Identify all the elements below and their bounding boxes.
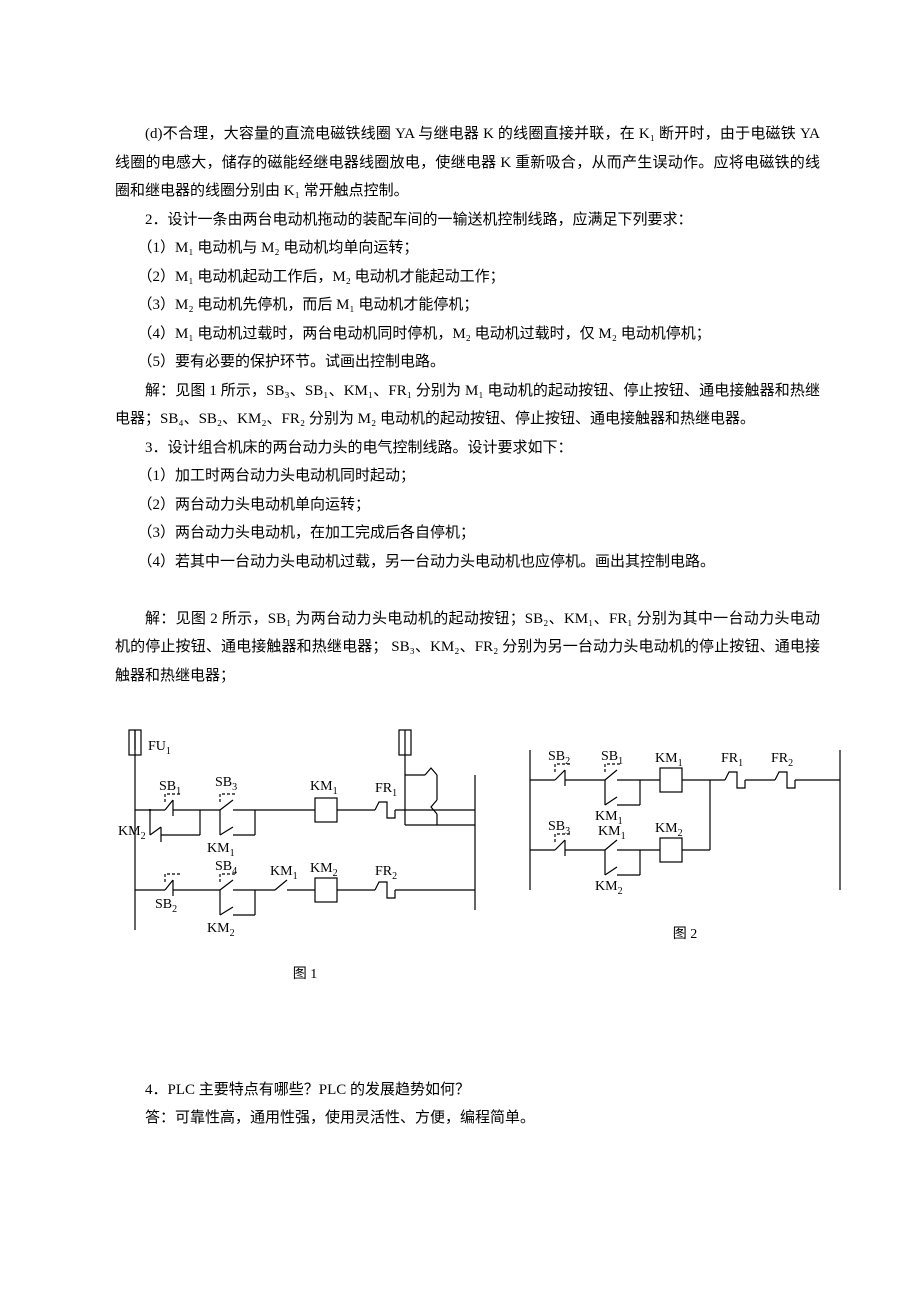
- svg-text:FU1: FU1: [148, 739, 171, 757]
- figures-row: FU1 SB1 SB3: [115, 720, 820, 989]
- figure-2: SB2 SB1 KM1 FR1 FR2 KM1: [515, 720, 855, 949]
- q3-3: （3）两台动力头电动机，在加工完成后各自停机；: [115, 519, 820, 548]
- svg-text:FR2: FR2: [771, 751, 793, 769]
- figure-2-caption: 图 2: [673, 922, 698, 949]
- q2-2: （2）M₁ 电动机起动工作后，M₂ 电动机才能起动工作；: [115, 263, 820, 292]
- fig1-fu1: FU: [148, 739, 166, 754]
- svg-text:SB3: SB3: [215, 775, 237, 793]
- figure-2-svg: SB2 SB1 KM1 FR1 FR2 KM1: [515, 720, 855, 910]
- svg-text:KM1: KM1: [310, 779, 338, 797]
- figure-1-svg: FU1 SB1 SB3: [115, 720, 495, 950]
- q2-4: （4）M₁ 电动机过载时，两台电动机同时停机，M₂ 电动机过载时，仅 M₂ 电动…: [115, 320, 820, 349]
- para-d: (d)不合理，大容量的直流电磁铁线圈 YA 与继电器 K 的线圈直接并联，在 K…: [115, 120, 820, 206]
- svg-text:FR1: FR1: [721, 751, 743, 769]
- svg-text:FR1: FR1: [375, 781, 397, 799]
- q3-1: （1）加工时两台动力头电动机同时起动；: [115, 462, 820, 491]
- figure-1-caption: 图 1: [293, 962, 318, 989]
- q3-2: （2）两台动力头电动机单向运转；: [115, 491, 820, 520]
- q3-4: （4）若其中一台动力头电动机过载，另一台动力头电动机也应停机。画出其控制电路。: [115, 548, 820, 577]
- q2-5: （5）要有必要的保护环节。试画出控制电路。: [115, 348, 820, 377]
- svg-text:KM1: KM1: [655, 751, 683, 769]
- svg-text:FR2: FR2: [375, 864, 397, 882]
- q3-intro: 3．设计组合机床的两台动力头的电气控制线路。设计要求如下：: [115, 434, 820, 463]
- q4-ans: 答：可靠性高，通用性强，使用灵活性、方便，编程简单。: [115, 1104, 820, 1133]
- svg-text:KM2: KM2: [207, 921, 235, 939]
- q4: 4．PLC 主要特点有哪些？PLC 的发展趋势如何？: [115, 1076, 820, 1105]
- q2-1: （1）M₁ 电动机与 M₂ 电动机均单向运转；: [115, 234, 820, 263]
- svg-text:KM2: KM2: [310, 861, 338, 879]
- figure-1: FU1 SB1 SB3: [115, 720, 495, 989]
- svg-text:SB2: SB2: [155, 897, 177, 915]
- q3-ans: 解：见图 2 所示，SB₁ 为两台动力头电动机的起动按钮；SB₂、KM₁、FR₁…: [115, 605, 820, 691]
- svg-text:SB4: SB4: [215, 859, 237, 877]
- q2-intro: 2．设计一条由两台电动机拖动的装配车间的一输送机控制线路，应满足下列要求：: [115, 206, 820, 235]
- q2-3: （3）M₂ 电动机先停机，而后 M₁ 电动机才能停机；: [115, 291, 820, 320]
- svg-text:KM2: KM2: [595, 879, 623, 897]
- svg-text:KM1: KM1: [270, 864, 298, 882]
- svg-text:KM2: KM2: [655, 821, 683, 839]
- svg-text:KM2: KM2: [118, 824, 146, 842]
- svg-text:SB1: SB1: [159, 779, 181, 797]
- svg-text:KM1: KM1: [207, 841, 235, 859]
- q2-ans: 解：见图 1 所示，SB₃、SB₁、KM₁、FR₁ 分别为 M₁ 电动机的起动按…: [115, 377, 820, 434]
